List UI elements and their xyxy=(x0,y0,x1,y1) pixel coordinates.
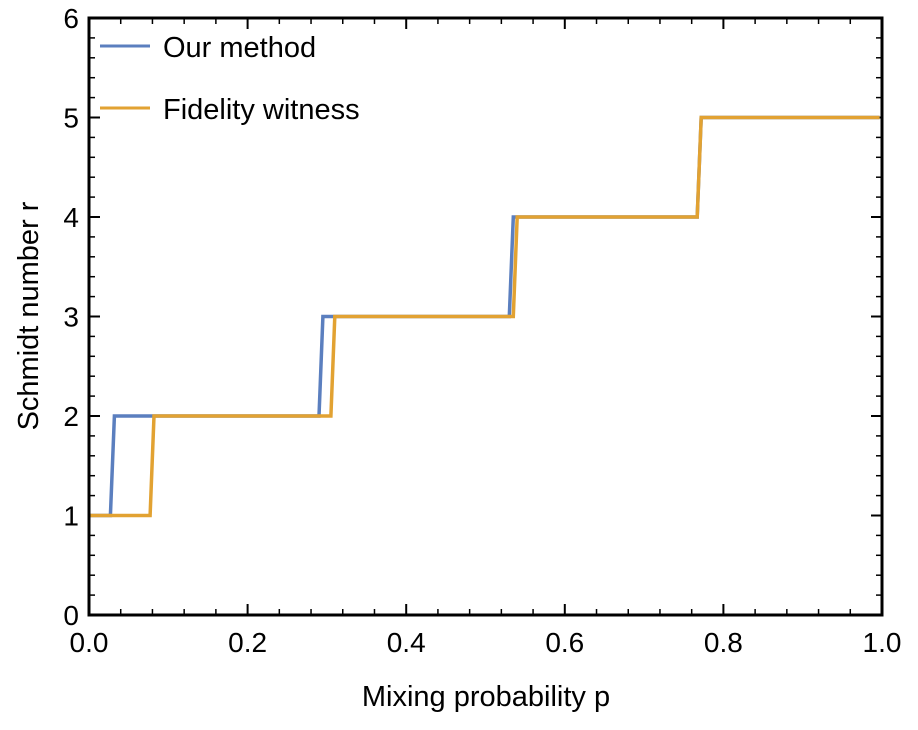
y-tick-label: 2 xyxy=(63,401,79,432)
legend-label-our-method: Our method xyxy=(163,32,316,64)
x-tick-label: 1.0 xyxy=(863,627,902,658)
y-tick-label: 1 xyxy=(63,501,79,532)
y-tick-label: 6 xyxy=(63,3,79,34)
x-tick-label: 0.6 xyxy=(545,627,584,658)
legend-label-fidelity-witness: Fidelity witness xyxy=(163,94,360,126)
x-tick-labels: 0.0 0.2 0.4 0.6 0.8 1.0 xyxy=(70,627,902,658)
x-tick-label: 0.4 xyxy=(387,627,426,658)
plot-frame xyxy=(87,16,884,617)
series-line-fidelity-witness xyxy=(89,115,880,518)
x-tick-label: 0.8 xyxy=(704,627,743,658)
y-tick-label: 5 xyxy=(63,103,79,134)
legend: Our method Fidelity witness xyxy=(100,32,360,126)
y-axis-title: Schmidt number r xyxy=(13,201,45,430)
y-tick-labels: 0 1 2 3 4 5 6 xyxy=(63,3,79,631)
y-tick-label: 3 xyxy=(63,302,79,333)
x-tick-label: 0.0 xyxy=(70,627,109,658)
y-tick-label: 4 xyxy=(63,202,79,233)
series-lines xyxy=(89,115,880,518)
x-axis-title: Mixing probability p xyxy=(362,681,610,713)
y-tick-label: 0 xyxy=(63,600,79,631)
x-tick-label: 0.2 xyxy=(228,627,267,658)
